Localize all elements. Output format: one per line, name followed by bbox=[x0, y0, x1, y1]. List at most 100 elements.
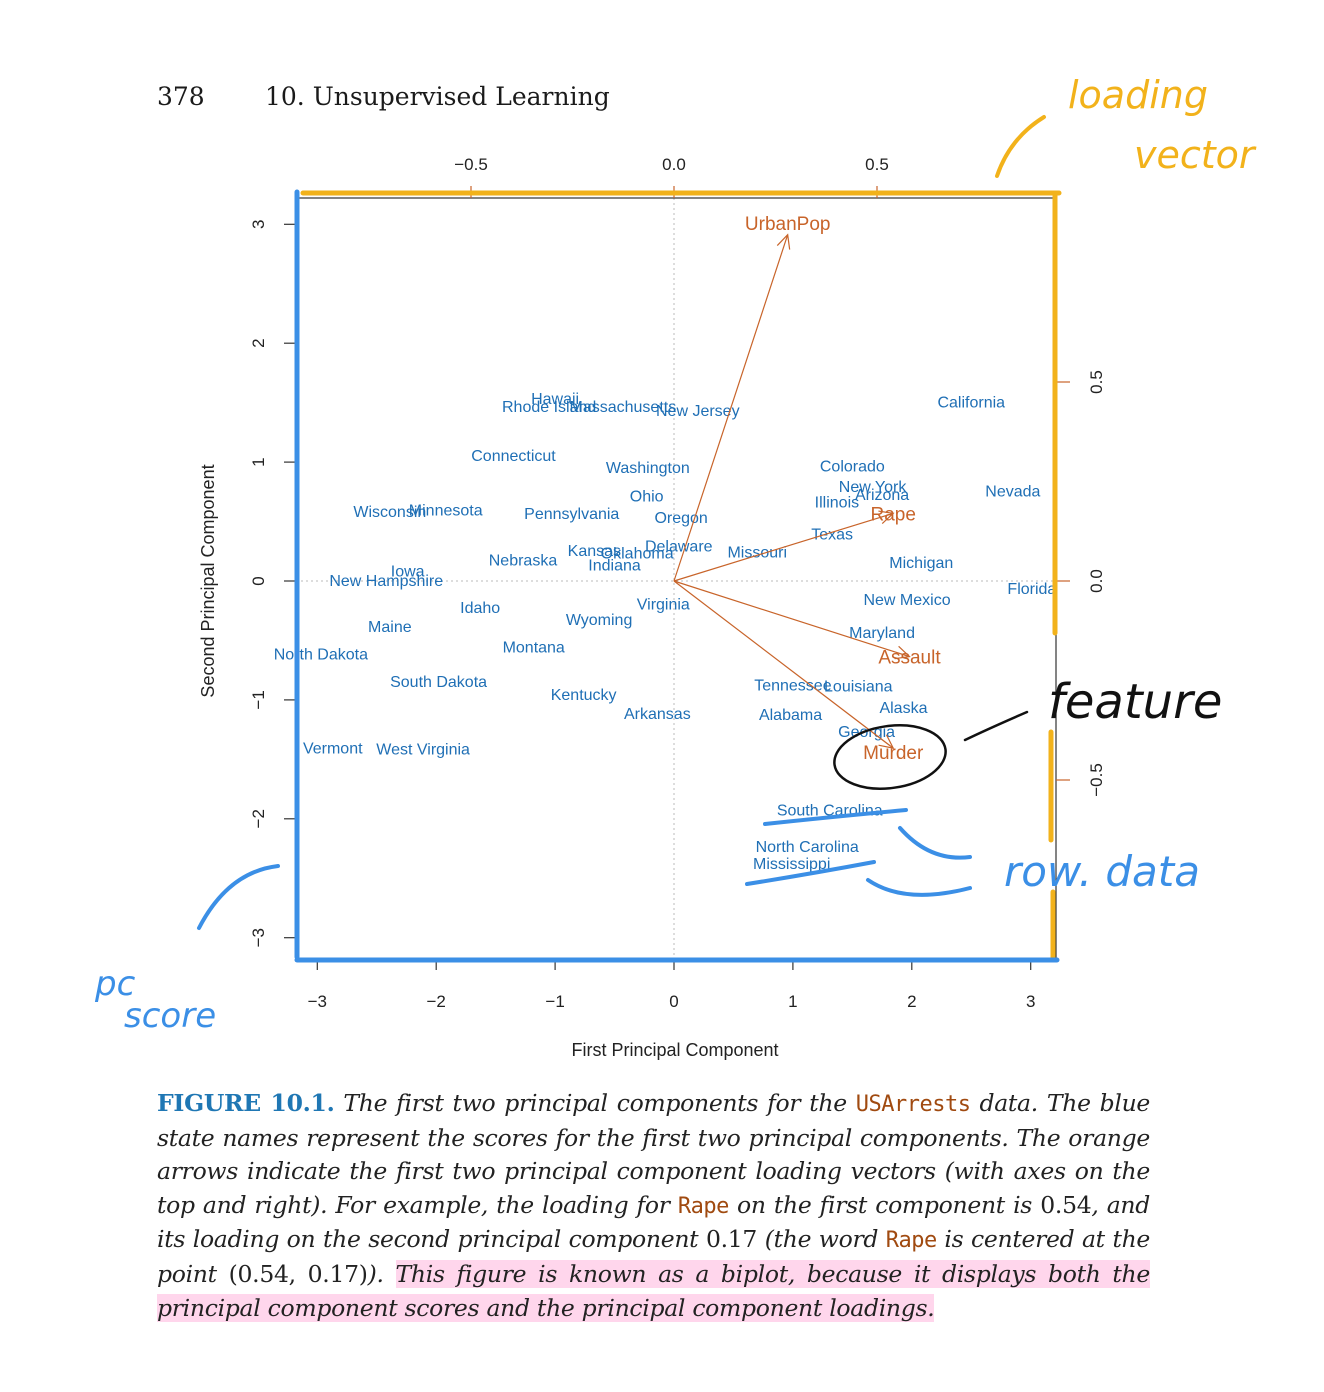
state-label: Kentucky bbox=[551, 687, 617, 704]
x-tick-label: 2 bbox=[907, 992, 916, 1011]
state-label: Nebraska bbox=[489, 553, 558, 570]
x-tick-label: 1 bbox=[788, 992, 797, 1011]
state-label: Arizona bbox=[855, 487, 909, 504]
state-label: Mississippi bbox=[753, 856, 830, 873]
circle-murder bbox=[833, 724, 947, 790]
figure-label: FIGURE 10.1. bbox=[157, 1089, 335, 1117]
x-axis-label: First Principal Component bbox=[571, 1040, 778, 1060]
state-label: Massachusetts bbox=[570, 399, 677, 416]
caption-code-usarrests: USArrests bbox=[855, 1092, 971, 1117]
loading-arrow-head bbox=[894, 645, 911, 660]
x-tick-label: 3 bbox=[1026, 992, 1035, 1011]
x-tick-label: 0 bbox=[669, 992, 678, 1011]
feature-pointer bbox=[963, 710, 1029, 742]
pc-score-note: score bbox=[124, 996, 216, 1036]
caption-number-1: 0.54 bbox=[1040, 1190, 1092, 1219]
state-label: Oregon bbox=[654, 510, 707, 527]
state-label: Illinois bbox=[815, 494, 859, 511]
state-label: Rhode Island bbox=[502, 399, 596, 416]
y-tick-label: −2 bbox=[249, 809, 268, 828]
caption-text-1: The first two principal components for t… bbox=[343, 1089, 847, 1117]
right-tick-label: −0.5 bbox=[1087, 763, 1106, 797]
state-label: New Mexico bbox=[863, 592, 950, 609]
y-tick-label: 0 bbox=[249, 576, 268, 585]
state-label: North Carolina bbox=[756, 839, 859, 856]
state-label: Hawaii bbox=[531, 391, 579, 408]
state-label: Colorado bbox=[820, 459, 885, 476]
y-tick-label: 2 bbox=[249, 338, 268, 347]
x-tick-label: −2 bbox=[427, 992, 446, 1011]
state-label: Pennsylvania bbox=[524, 506, 619, 523]
loading-arrow bbox=[673, 580, 910, 658]
y-tick-label: −1 bbox=[249, 690, 268, 709]
pc-score-note: pc bbox=[94, 964, 136, 1004]
state-label: Nevada bbox=[985, 484, 1040, 501]
feature-note: feature bbox=[1048, 674, 1222, 730]
caption-text-7: ). bbox=[367, 1259, 384, 1288]
state-label: California bbox=[937, 394, 1005, 411]
caption-text-6: is centered at the point bbox=[157, 1225, 1151, 1288]
state-label: Wisconsin bbox=[353, 504, 426, 521]
state-label: Delaware bbox=[645, 538, 713, 555]
loading-arrow-head bbox=[878, 734, 895, 749]
caption-code-rape-1: Rape bbox=[677, 1193, 729, 1219]
pc-score-pointer bbox=[197, 864, 280, 930]
state-label: Minnesota bbox=[409, 503, 483, 520]
caption-text-5: (the word bbox=[764, 1225, 879, 1254]
top-tick-label: 0.5 bbox=[865, 155, 889, 174]
x-tick-label: −3 bbox=[308, 992, 327, 1011]
loading-vector-pointer bbox=[995, 115, 1046, 178]
row-data-pointer-upper bbox=[898, 826, 972, 860]
state-label: Oklahoma bbox=[601, 545, 674, 562]
state-label: Washington bbox=[606, 460, 690, 477]
state-label: Tennessee bbox=[754, 677, 831, 694]
biplot-figure: −3 −2 −1 0 1 2 3 First Principal Component −3 −2 −… bbox=[94, 73, 1257, 1060]
state-label: Florida bbox=[1007, 581, 1056, 598]
state-label: Missouri bbox=[727, 544, 787, 561]
state-label: Maryland bbox=[849, 625, 915, 642]
row-data-pointer-lower bbox=[866, 878, 972, 897]
state-label: Wyoming bbox=[566, 612, 633, 629]
top-tick-label: 0.0 bbox=[662, 155, 686, 174]
page-number: 378 bbox=[157, 82, 205, 111]
state-label: Maine bbox=[368, 619, 412, 636]
caption-code-rape-2: Rape bbox=[885, 1228, 937, 1254]
state-label: Alaska bbox=[879, 700, 927, 717]
caption-number-2: 0.17 bbox=[705, 1225, 758, 1254]
y-tick-label: −3 bbox=[249, 928, 268, 947]
loading-label: Murder bbox=[863, 743, 924, 764]
state-label: Iowa bbox=[391, 563, 425, 580]
state-label: Kansas bbox=[568, 543, 621, 560]
state-label: Ohio bbox=[630, 488, 664, 505]
state-label: Virginia bbox=[637, 597, 690, 614]
loading-arrow bbox=[673, 234, 789, 582]
loading-label: Rape bbox=[871, 504, 916, 525]
right-tick-label: 0.0 bbox=[1087, 569, 1106, 593]
state-label: Michigan bbox=[889, 555, 953, 572]
state-label: Idaho bbox=[460, 600, 500, 617]
row-data-note: row. data bbox=[1004, 847, 1200, 896]
right-tick-label: 0.5 bbox=[1087, 370, 1106, 394]
caption-text-4: , and its loading on the second principa… bbox=[157, 1190, 1150, 1254]
state-label: Connecticut bbox=[471, 448, 556, 465]
figure-caption: FIGURE 10.1. The first two principal com… bbox=[157, 1087, 1150, 1325]
state-label: New Jersey bbox=[656, 403, 740, 420]
chapter-title: 10. Unsupervised Learning bbox=[265, 82, 610, 111]
state-label: Alabama bbox=[759, 707, 822, 724]
loading-vector-note: vector bbox=[1134, 133, 1257, 177]
loading-label: UrbanPop bbox=[745, 214, 831, 235]
caption-number-3: (0.54, 0.17) bbox=[228, 1259, 368, 1288]
top-tick-label: −0.5 bbox=[454, 155, 488, 174]
state-label: Vermont bbox=[303, 740, 363, 757]
loading-arrow bbox=[673, 580, 894, 749]
loading-vector-note: loading bbox=[1068, 73, 1208, 117]
state-label: Louisiana bbox=[824, 679, 893, 696]
state-label: West Virginia bbox=[376, 742, 470, 759]
loading-arrow bbox=[673, 512, 894, 582]
underline-south-carolina bbox=[763, 808, 908, 826]
page-header: 378 10. Unsupervised Learning bbox=[157, 82, 857, 116]
state-label: North Dakota bbox=[274, 647, 368, 664]
state-label: Arkansas bbox=[624, 706, 691, 723]
x-tick-label: −1 bbox=[545, 992, 564, 1011]
underline-mississippi bbox=[745, 860, 876, 886]
